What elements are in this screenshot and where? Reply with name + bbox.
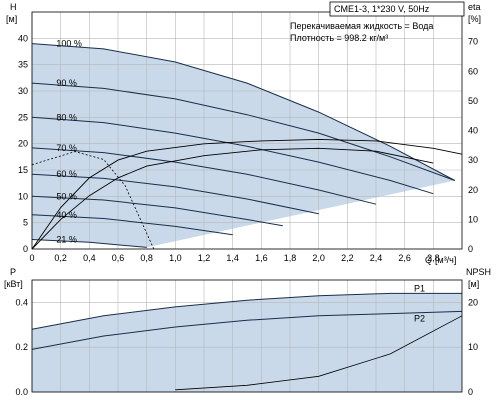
- y2-tick-label: 30: [468, 155, 478, 165]
- y2-tick-label: 60: [468, 66, 478, 76]
- power-curve-label-p2: P2: [414, 313, 425, 323]
- eta-curve: [31, 147, 434, 250]
- x-tick-label: 2,0: [312, 253, 325, 263]
- x-axis-label-q: Q: [425, 255, 432, 265]
- y-axis-label-p: P: [10, 267, 16, 277]
- x-tick-label: 2,2: [341, 253, 354, 263]
- y-tick-label: 40: [18, 33, 28, 43]
- upper-grid: [31, 12, 462, 250]
- power-curve-p2: [31, 310, 463, 350]
- x-tick-label: 1,4: [226, 253, 239, 263]
- y-tick-label: 20: [18, 139, 28, 149]
- y-axis-label-h: H: [10, 2, 17, 12]
- x-tick-label: 1,8: [284, 253, 297, 263]
- head-curve-90: [31, 82, 455, 181]
- curve-labels: 100 % 90 % 80 % 70 % 60 % 50 % 40 % 21 %: [56, 39, 82, 245]
- y2-tick-label: 50: [468, 96, 478, 106]
- head-curve-80: [31, 116, 434, 195]
- power-curves: P1 P2: [31, 283, 463, 391]
- x-tick-label: 0,2: [54, 253, 67, 263]
- annotation-fluid: Перекачиваемая жидкость = Вода: [290, 21, 433, 31]
- head-curve-40: [31, 214, 233, 236]
- curve-label: 40 %: [56, 210, 77, 220]
- efficiency-curves: [31, 138, 463, 250]
- upper-tick-labels: 0 0,2 0,4 0,6 0,8 1,0 1,2 1,4 1,6 1,8 2,0 2,2 2,4 2,6…: [18, 33, 478, 263]
- lower-axes: [31, 279, 463, 393]
- x-tick-label: 0,4: [83, 253, 96, 263]
- upper-panel: 100 % 90 % 80 % 70 % 60 % 50 % 40 % 21 % 0 0,2 0,…: [6, 1, 481, 265]
- npsh-curve: [175, 315, 463, 391]
- y-tick-label: 10: [18, 191, 28, 201]
- head-curve-21: [31, 239, 147, 248]
- head-curve-100: [31, 43, 456, 181]
- x-tick-label: 2,4: [370, 253, 383, 263]
- y-axis-unit-p: [кВт]: [4, 279, 23, 289]
- y2-tick-label: 70: [468, 37, 478, 47]
- curve-label: 70 %: [56, 143, 77, 153]
- y2-tick-label: 0: [468, 387, 473, 397]
- power-range-band: [32, 293, 462, 392]
- limit-dashed-curve: [31, 151, 155, 250]
- curve-label: 100 %: [56, 39, 82, 49]
- x-tick-label: 1,2: [198, 253, 211, 263]
- lower-tick-labels: 0.0 0.2 0.4 0 10 20: [15, 297, 478, 397]
- x-axis-unit-q: [м³/ч]: [435, 255, 456, 265]
- y-tick-label: 0.2: [15, 342, 28, 352]
- lower-panel: P1 P2 0.0 0.2 0.4 0 10 20 P [кВт] NPSH [м]: [4, 267, 491, 397]
- y-tick-label: 5: [23, 218, 28, 228]
- y-tick-label: 35: [18, 60, 28, 70]
- x-tick-label: 0,6: [112, 253, 125, 263]
- x-tick-label: 2,8: [427, 253, 440, 263]
- y2-tick-label: 10: [468, 214, 478, 224]
- curve-label: 80 %: [56, 112, 77, 122]
- chart-title-box: [329, 1, 465, 17]
- x-tick-label: 1,0: [169, 253, 182, 263]
- y-tick-label: 0.4: [15, 297, 28, 307]
- upper-axes: [31, 11, 463, 250]
- y-tick-label: 15: [18, 165, 28, 175]
- head-curve-50: [31, 195, 283, 227]
- power-band: [32, 293, 462, 392]
- lower-plot-frame: [31, 279, 463, 393]
- x-tick-label: 2,6: [398, 253, 411, 263]
- chart-title: CME1-3, 1*230 V, 50Hz: [334, 4, 430, 14]
- x-tick-label: 0: [29, 253, 34, 263]
- curve-label: 21 %: [56, 235, 77, 245]
- x-tick-label: 1,6: [255, 253, 268, 263]
- y-tick-label: 25: [18, 112, 28, 122]
- y2-axis-unit-eta: [%]: [468, 14, 481, 24]
- curve-label: 50 %: [56, 191, 77, 201]
- curve-label: 60 %: [56, 169, 77, 179]
- head-curve-60: [31, 173, 319, 215]
- y-tick-label: 0.0: [15, 387, 28, 397]
- y-tick-label: 0: [23, 244, 28, 254]
- y2-tick-label: 20: [468, 185, 478, 195]
- y2-axis-label-npsh: NPSH: [466, 267, 491, 277]
- power-curve-label-p1: P1: [414, 283, 425, 293]
- y-tick-label: 30: [18, 86, 28, 96]
- y2-tick-label: 10: [468, 342, 478, 352]
- head-curve-70: [31, 147, 377, 205]
- power-curve-p1: [31, 292, 462, 330]
- curve-label: 90 %: [56, 78, 77, 88]
- upper-plot-frame: [31, 11, 463, 250]
- y2-axis-label-eta: eta: [468, 2, 481, 12]
- x-tick-label: 0,8: [140, 253, 153, 263]
- eta-curve: [31, 138, 463, 250]
- y2-axis-unit-npsh: [м]: [468, 279, 479, 289]
- y2-tick-label: 40: [468, 126, 478, 136]
- y-axis-unit-h: [м]: [6, 14, 17, 24]
- head-curves: [31, 43, 456, 248]
- annotation-density: Плотность = 998.2 кг/м³: [290, 33, 388, 43]
- y2-tick-label: 20: [468, 297, 478, 307]
- y2-tick-label: 0: [468, 244, 473, 254]
